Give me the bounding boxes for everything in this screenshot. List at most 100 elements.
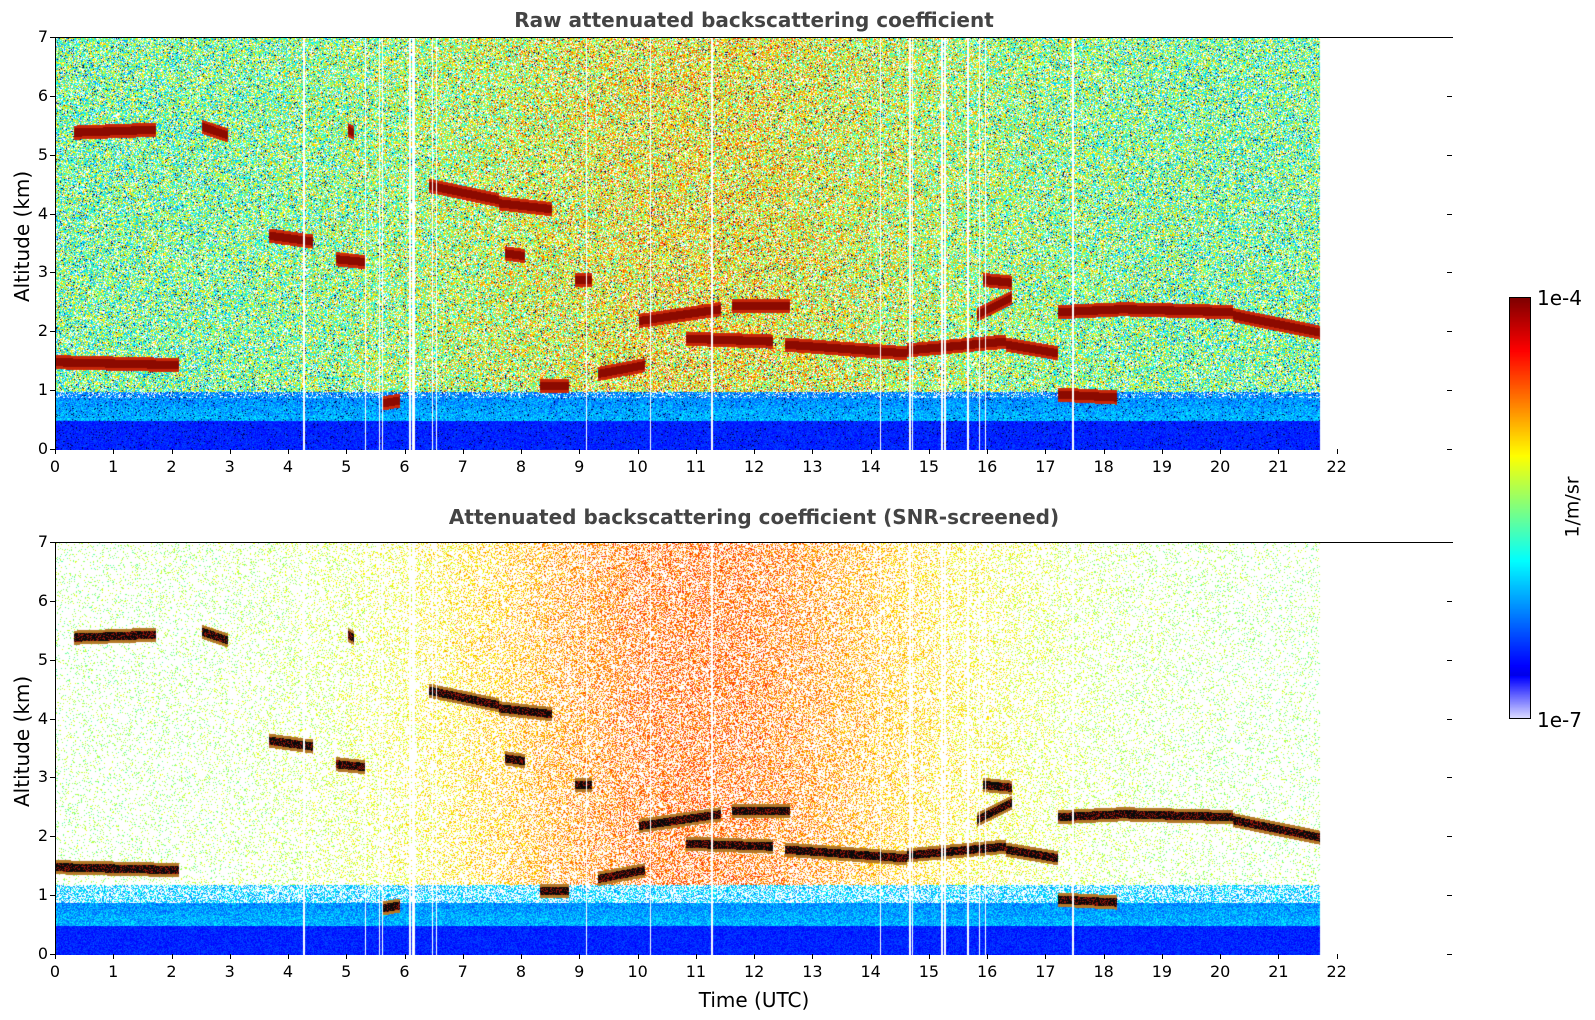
y-tick-mark — [50, 954, 55, 955]
x-tick-mark — [754, 449, 755, 454]
y-tick-label: 7 — [37, 27, 48, 46]
x-tick-label: 6 — [399, 457, 410, 476]
colorbar — [1509, 297, 1531, 719]
panel2-plot-area — [55, 542, 1454, 955]
y-tick-mark — [50, 272, 55, 274]
y-tick-label: 4 — [37, 203, 48, 223]
panel2-ylabel: Altitude (km) — [10, 675, 34, 807]
x-tick-label: 16 — [977, 457, 998, 476]
x-tick-label: 1 — [108, 962, 119, 981]
panel1-heatmap — [56, 38, 1454, 450]
x-tick-label: 5 — [341, 962, 352, 981]
x-tick-mark — [462, 449, 464, 454]
y-tick-label: 2 — [37, 321, 48, 341]
x-tick-mark — [1336, 449, 1338, 454]
y-tick-mark-right — [1447, 600, 1452, 602]
x-tick-label: 3 — [224, 457, 235, 476]
x-tick-label: 14 — [860, 962, 881, 981]
y-tick-label: 6 — [37, 85, 48, 105]
x-tick-label: 14 — [860, 457, 881, 476]
colorbar-min-label: 1e-7 — [1537, 708, 1582, 732]
y-tick-mark — [50, 600, 55, 602]
x-tick-mark — [521, 954, 522, 959]
x-tick-mark — [1220, 954, 1221, 959]
x-tick-label: 8 — [515, 457, 527, 476]
x-tick-label: 12 — [744, 457, 765, 476]
x-tick-mark — [55, 954, 56, 959]
x-tick-label: 12 — [744, 962, 765, 981]
x-tick-label: 4 — [282, 457, 294, 476]
x-tick-mark — [1103, 954, 1105, 959]
y-tick-mark-right — [1447, 659, 1452, 661]
y-tick-mark-right — [1447, 154, 1452, 156]
y-tick-mark — [50, 542, 55, 543]
y-tick-label: 6 — [37, 590, 48, 610]
y-tick-mark-right — [1447, 272, 1452, 274]
y-tick-label: 3 — [37, 767, 48, 787]
y-tick-label: 3 — [37, 262, 48, 282]
y-tick-mark-right — [1447, 331, 1452, 333]
x-tick-label: 7 — [457, 962, 468, 981]
y-tick-mark-right — [1447, 95, 1452, 97]
x-tick-mark — [462, 954, 464, 959]
x-tick-mark — [637, 954, 639, 959]
x-tick-label: 0 — [49, 962, 61, 981]
y-tick-label: 7 — [37, 532, 48, 551]
y-tick-label: 5 — [37, 649, 48, 669]
x-tick-label: 4 — [282, 962, 294, 981]
x-tick-label: 11 — [685, 962, 707, 981]
x-tick-mark — [1103, 449, 1105, 454]
x-tick-label: 7 — [457, 457, 468, 476]
x-tick-mark — [812, 449, 814, 454]
panel2-heatmap — [56, 543, 1454, 955]
panel1-plot-area — [55, 37, 1454, 450]
colorbar-unit-label: 1/m/sr — [1561, 476, 1584, 538]
x-tick-label: 9 — [574, 457, 585, 476]
x-tick-mark — [987, 954, 988, 959]
x-tick-label: 6 — [399, 962, 410, 981]
y-tick-label: 1 — [37, 885, 48, 905]
x-tick-mark — [113, 954, 115, 959]
x-tick-label: 2 — [166, 457, 177, 476]
y-tick-mark-right — [1447, 895, 1452, 897]
x-tick-mark — [1278, 449, 1280, 454]
x-tick-label: 18 — [1093, 457, 1114, 476]
y-tick-mark-right — [1447, 836, 1452, 838]
x-tick-mark — [521, 449, 522, 454]
colorbar-max-label: 1e-4 — [1537, 286, 1582, 310]
y-tick-mark-right — [1447, 777, 1452, 779]
x-tick-mark — [404, 449, 406, 454]
y-tick-label: 2 — [37, 826, 48, 846]
x-tick-label: 15 — [918, 457, 940, 476]
x-tick-label: 20 — [1210, 457, 1231, 476]
x-tick-label: 19 — [1151, 457, 1173, 476]
x-tick-label: 11 — [685, 457, 707, 476]
y-tick-mark — [50, 836, 55, 838]
x-tick-mark — [229, 954, 231, 959]
x-tick-mark — [55, 449, 56, 454]
y-tick-mark — [50, 213, 55, 215]
y-tick-mark-right — [1447, 37, 1452, 38]
x-tick-label: 10 — [627, 457, 648, 476]
x-tick-label: 21 — [1268, 962, 1289, 981]
x-tick-label: 8 — [515, 962, 527, 981]
y-tick-mark — [50, 331, 55, 333]
y-tick-mark-right — [1447, 954, 1452, 955]
x-tick-mark — [171, 449, 173, 454]
y-tick-mark — [50, 390, 55, 392]
x-tick-label: 22 — [1326, 457, 1347, 476]
y-tick-mark-right — [1447, 213, 1452, 215]
x-tick-label: 21 — [1268, 457, 1289, 476]
x-tick-mark — [1161, 954, 1163, 959]
y-tick-label: 5 — [37, 144, 48, 164]
x-tick-mark — [928, 954, 930, 959]
y-tick-mark-right — [1447, 449, 1452, 450]
y-tick-mark — [50, 895, 55, 897]
x-tick-label: 1 — [108, 457, 119, 476]
x-tick-mark — [404, 954, 406, 959]
x-tick-mark — [928, 449, 930, 454]
x-tick-label: 22 — [1326, 962, 1347, 981]
y-tick-mark — [50, 718, 55, 720]
x-tick-mark — [288, 449, 289, 454]
